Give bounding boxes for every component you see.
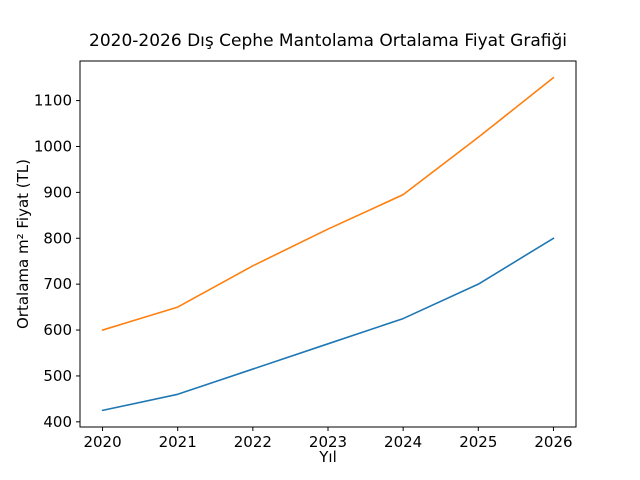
chart-title: 2020-2026 Dış Cephe Mantolama Ortalama F…: [89, 31, 567, 51]
x-tick-label: 2026: [534, 433, 572, 451]
y-tick-label: 1100: [34, 92, 72, 110]
y-tick-label: 900: [43, 183, 72, 201]
plot-border: [79, 60, 577, 428]
y-tick-label: 400: [43, 413, 72, 431]
x-tick-label: 2024: [384, 433, 422, 451]
x-tick-label: 2022: [234, 433, 272, 451]
x-tick-label: 2021: [159, 433, 197, 451]
x-axis-label: Yıl: [319, 448, 337, 466]
x-tick-label: 2025: [459, 433, 497, 451]
y-tick-label: 1000: [34, 137, 72, 155]
y-tick-label: 600: [43, 321, 72, 339]
series-line-0: [101, 237, 555, 412]
series-line-1: [101, 76, 555, 331]
y-tick-label: 500: [43, 367, 72, 385]
x-tick-label: 2023: [309, 433, 347, 451]
y-tick-label: 700: [43, 275, 72, 293]
x-tick-label: 2020: [83, 433, 121, 451]
y-tick-label: 800: [43, 229, 72, 247]
